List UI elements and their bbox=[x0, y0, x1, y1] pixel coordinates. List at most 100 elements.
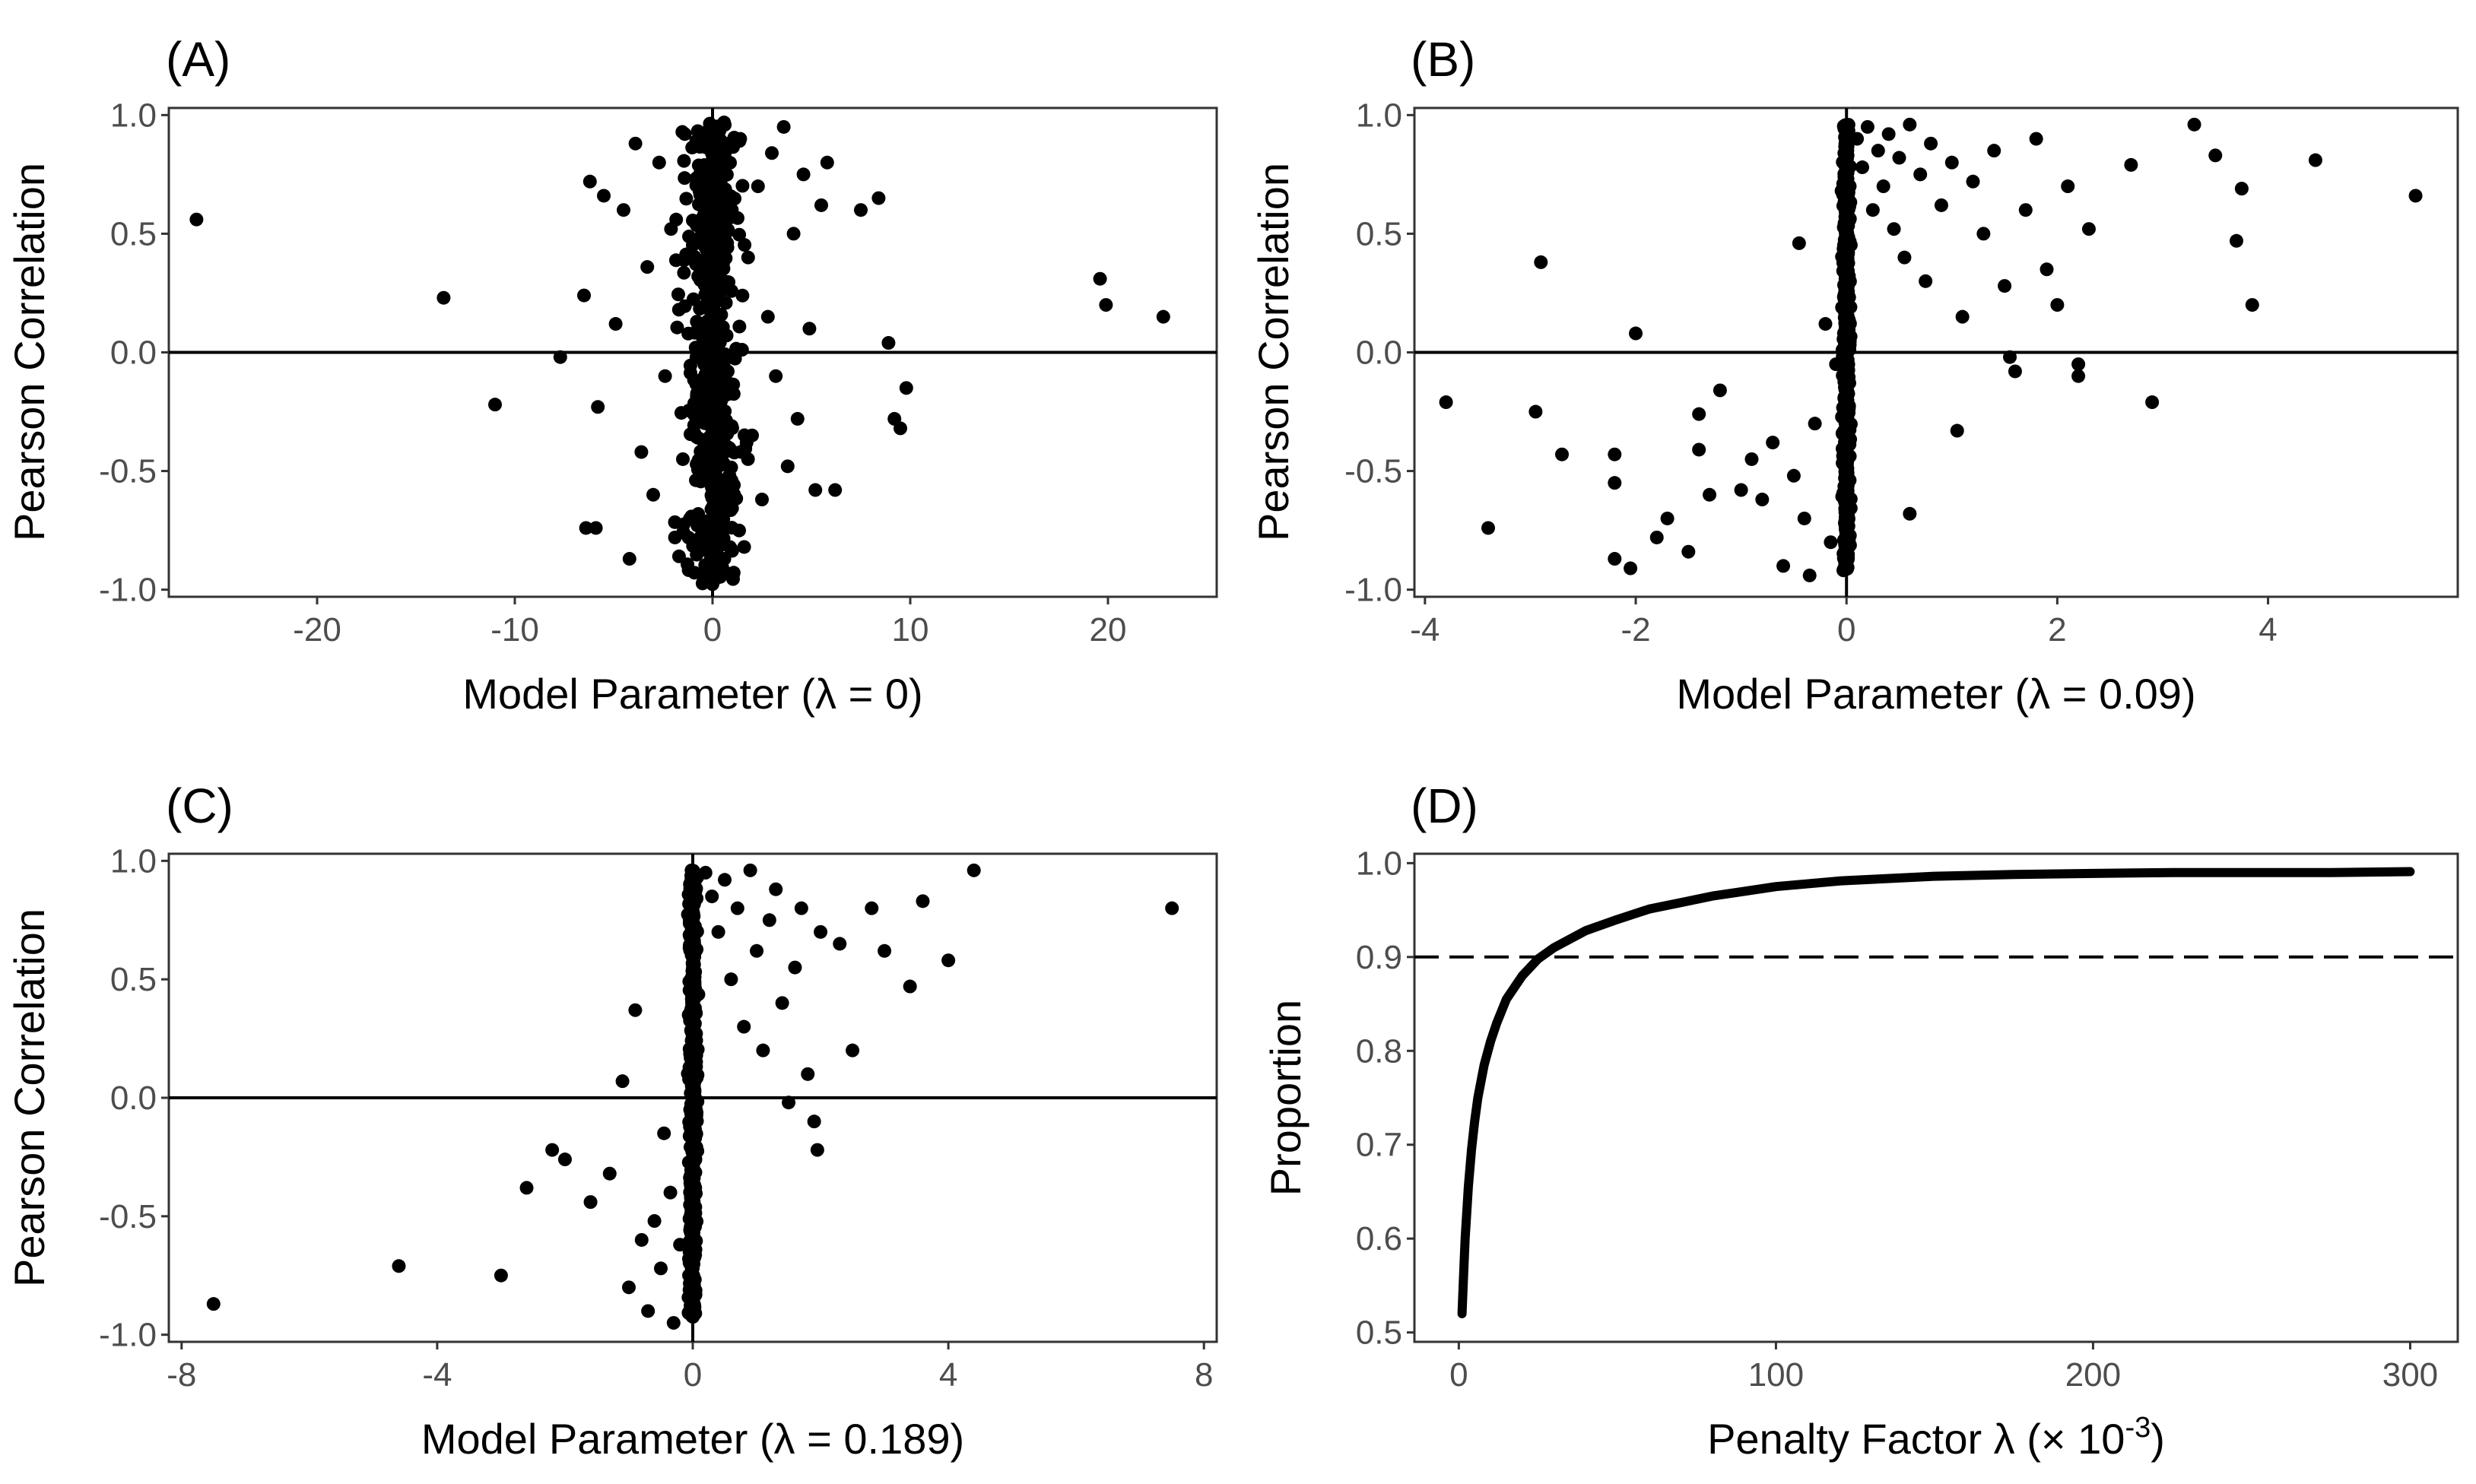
data-point bbox=[678, 127, 692, 141]
dense-point bbox=[679, 247, 694, 262]
dense-point bbox=[690, 1105, 704, 1120]
y-axis-title: Proportion bbox=[1262, 1000, 1309, 1196]
dense-point bbox=[668, 515, 682, 529]
y-tick-label: 0.9 bbox=[1356, 939, 1402, 976]
dense-point bbox=[700, 474, 715, 488]
dense-point bbox=[1838, 186, 1852, 200]
data-point bbox=[2050, 298, 2065, 312]
data-point bbox=[737, 540, 751, 554]
dense-point bbox=[1839, 398, 1853, 413]
data-point bbox=[2229, 233, 2243, 248]
data-point bbox=[776, 119, 791, 134]
data-point bbox=[894, 421, 907, 436]
dense-point bbox=[706, 281, 721, 296]
data-point bbox=[628, 1003, 643, 1017]
data-point bbox=[1919, 274, 1933, 288]
panel-a: (A)1.0 0.5 0.0 -0.5 -1.0 -20 -10 0 10 20 Model Par… bbox=[5, 32, 1218, 718]
data-point bbox=[2040, 262, 2054, 277]
data-point bbox=[392, 1259, 406, 1273]
data-point bbox=[1692, 407, 1706, 421]
data-point bbox=[769, 369, 783, 383]
x-tick-label: -8 bbox=[167, 1356, 196, 1394]
y-tick-label: 1.0 bbox=[110, 842, 157, 880]
data-point bbox=[1871, 144, 1885, 158]
dense-point bbox=[690, 518, 705, 533]
dense-point bbox=[1840, 561, 1854, 576]
dense-point bbox=[686, 1229, 700, 1244]
data-point bbox=[775, 996, 789, 1010]
dense-point bbox=[708, 536, 722, 550]
data-point bbox=[782, 1096, 796, 1110]
x-tick-label: 0 bbox=[1837, 611, 1855, 648]
dense-point bbox=[723, 211, 738, 225]
dense-point bbox=[1838, 261, 1852, 275]
dense-point bbox=[718, 147, 732, 161]
dense-point bbox=[720, 236, 735, 250]
y-tick-label: 0.5 bbox=[1356, 1314, 1402, 1352]
data-point bbox=[745, 428, 759, 442]
dense-point bbox=[700, 230, 715, 244]
series-line-proportion bbox=[1457, 867, 2415, 1318]
data-point bbox=[658, 369, 672, 383]
data-point bbox=[1692, 442, 1706, 457]
data-point bbox=[583, 1195, 598, 1210]
dense-point bbox=[717, 116, 732, 130]
dense-point bbox=[715, 195, 729, 209]
data-point bbox=[833, 937, 847, 951]
data-point bbox=[1156, 309, 1170, 324]
data-point bbox=[718, 873, 732, 887]
dense-point bbox=[687, 998, 701, 1013]
data-point bbox=[653, 1261, 668, 1276]
data-point bbox=[1099, 298, 1113, 312]
data-point bbox=[602, 1166, 617, 1181]
panel-d: (D)1.0 0.9 0.8 0.7 0.6 0.5 0 100 200 300 Penalty F… bbox=[1262, 778, 2459, 1463]
y-tick-label: 0.7 bbox=[1356, 1127, 1402, 1164]
dense-point bbox=[668, 253, 683, 268]
dense-point bbox=[1838, 118, 1852, 132]
data-point bbox=[1944, 155, 1959, 170]
x-tick-label: 20 bbox=[1090, 611, 1127, 648]
dense-point bbox=[1836, 426, 1850, 441]
data-point bbox=[1976, 227, 1991, 241]
x-tick-label: -4 bbox=[422, 1356, 452, 1394]
data-point bbox=[790, 411, 805, 426]
data-point bbox=[941, 953, 956, 968]
dense-point bbox=[707, 255, 722, 269]
data-point bbox=[814, 198, 828, 212]
dense-point bbox=[1840, 329, 1855, 344]
data-point bbox=[668, 530, 682, 544]
panel-b: (B)1.0 0.5 0.0 -0.5 -1.0-4 -2 0 2 4 Model Paramet… bbox=[1249, 32, 2459, 718]
dense-point bbox=[706, 499, 720, 514]
data-point bbox=[828, 483, 843, 497]
data-point bbox=[2008, 364, 2022, 379]
data-point bbox=[2124, 157, 2138, 172]
data-point bbox=[1776, 559, 1791, 573]
dense-point bbox=[684, 1305, 699, 1319]
y-axis-title: Pearson Correlation bbox=[1249, 163, 1297, 541]
data-point bbox=[846, 1043, 860, 1058]
dense-point bbox=[1837, 515, 1852, 530]
dense-point bbox=[674, 406, 688, 420]
data-point bbox=[663, 1185, 678, 1200]
data-point bbox=[1555, 447, 1570, 461]
dense-point bbox=[1840, 345, 1854, 360]
dense-point bbox=[719, 137, 733, 151]
data-point bbox=[802, 322, 817, 336]
dense-point bbox=[688, 1283, 703, 1298]
y-tick-label: 0.0 bbox=[110, 1080, 157, 1117]
dense-point bbox=[727, 487, 741, 502]
dense-point bbox=[685, 1143, 700, 1158]
x-tick-label: 0 bbox=[703, 611, 722, 648]
panel-label: (D) bbox=[1411, 778, 1478, 833]
data-point bbox=[724, 972, 738, 987]
data-point bbox=[591, 400, 605, 414]
dense-point bbox=[686, 864, 700, 878]
data-point bbox=[1786, 468, 1801, 483]
data-point bbox=[1850, 132, 1865, 146]
data-point bbox=[751, 179, 765, 194]
data-point bbox=[2308, 153, 2322, 167]
y-tick-label: 0.5 bbox=[1356, 215, 1402, 252]
data-point bbox=[647, 1214, 662, 1229]
data-point bbox=[796, 167, 811, 182]
data-point bbox=[865, 901, 879, 915]
